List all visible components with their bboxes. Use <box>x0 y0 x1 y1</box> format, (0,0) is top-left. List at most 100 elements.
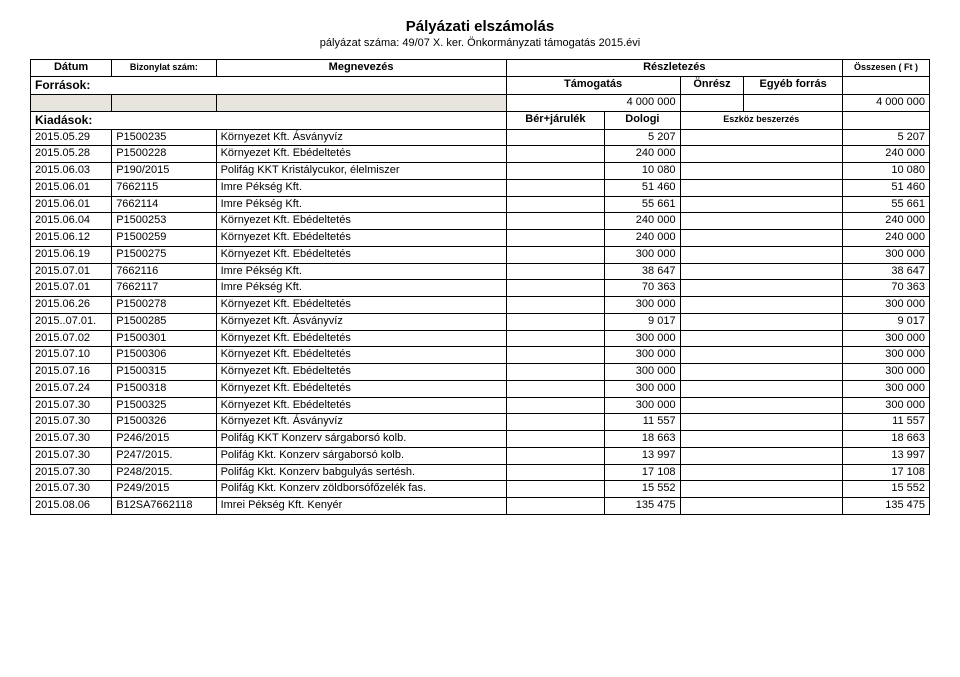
table-row: 2015.06.19P1500275Környezet Kft. Ebédelt… <box>31 246 930 263</box>
cell-desc: Környezet Kft. Ebédeltetés <box>216 364 506 381</box>
table-row: 2015.06.12P1500259Környezet Kft. Ebédelt… <box>31 230 930 247</box>
ledger-table: Dátum Bizonylat szám: Megnevezés Részlet… <box>30 59 930 515</box>
cell-desc: Imre Pékség Kft. <box>216 196 506 213</box>
cell-sum: 300 000 <box>842 347 929 364</box>
cell-ber <box>506 481 605 498</box>
cell-doc: P1500306 <box>112 347 216 364</box>
cell-eszkoz <box>680 380 842 397</box>
cell-doc: P246/2015 <box>112 431 216 448</box>
src-desc <box>216 94 506 111</box>
cell-ber <box>506 246 605 263</box>
cell-dologi: 135 475 <box>605 498 680 515</box>
cell-ber <box>506 263 605 280</box>
cell-dologi: 300 000 <box>605 397 680 414</box>
table-row: 2015.06.017662115Imre Pékség Kft.51 4605… <box>31 179 930 196</box>
cell-doc: P1500253 <box>112 213 216 230</box>
cell-doc: P248/2015. <box>112 464 216 481</box>
cell-sum: 17 108 <box>842 464 929 481</box>
cell-doc: 7662114 <box>112 196 216 213</box>
cell-date: 2015.08.06 <box>31 498 112 515</box>
cell-date: 2015.06.19 <box>31 246 112 263</box>
cell-desc: Környezet Kft. Ebédeltetés <box>216 347 506 364</box>
expenses-label: Kiadások: <box>31 111 507 129</box>
table-row: 2015.07.017662116Imre Pékség Kft.38 6473… <box>31 263 930 280</box>
cell-sum: 240 000 <box>842 230 929 247</box>
cell-desc: Környezet Kft. Ebédeltetés <box>216 330 506 347</box>
cell-desc: Imrei Pékség Kft. Kenyér <box>216 498 506 515</box>
expenses-total-blank <box>842 111 929 129</box>
cell-dologi: 5 207 <box>605 129 680 146</box>
table-row: 2015.07.10P1500306Környezet Kft. Ebédelt… <box>31 347 930 364</box>
cell-eszkoz <box>680 196 842 213</box>
header-row-top: Dátum Bizonylat szám: Megnevezés Részlet… <box>31 60 930 77</box>
cell-ber <box>506 230 605 247</box>
table-row: 2015.06.03P190/2015Polifág KKT Kristályc… <box>31 163 930 180</box>
cell-ber <box>506 347 605 364</box>
page-title: Pályázati elszámolás <box>30 18 930 35</box>
cell-date: 2015.07.02 <box>31 330 112 347</box>
cell-doc: P1500235 <box>112 129 216 146</box>
cell-sum: 70 363 <box>842 280 929 297</box>
table-row: 2015.06.017662114Imre Pékség Kft.55 6615… <box>31 196 930 213</box>
cell-date: 2015.07.10 <box>31 347 112 364</box>
cell-dologi: 240 000 <box>605 213 680 230</box>
cell-sum: 240 000 <box>842 146 929 163</box>
cell-dologi: 300 000 <box>605 364 680 381</box>
table-row: 2015.07.30P1500325Környezet Kft. Ebédelt… <box>31 397 930 414</box>
cell-desc: Polifág KKT Konzerv sárgaborsó kolb. <box>216 431 506 448</box>
cell-ber <box>506 498 605 515</box>
sources-label: Források: <box>31 76 507 94</box>
cell-date: 2015..07.01. <box>31 313 112 330</box>
src-tamogatas: 4 000 000 <box>506 94 680 111</box>
cell-date: 2015.07.30 <box>31 414 112 431</box>
src-doc <box>112 94 216 111</box>
cell-doc: P249/2015 <box>112 481 216 498</box>
cell-desc: Környezet Kft. Ásványvíz <box>216 129 506 146</box>
cell-eszkoz <box>680 297 842 314</box>
cell-desc: Környezet Kft. Ebédeltetés <box>216 246 506 263</box>
cell-dologi: 11 557 <box>605 414 680 431</box>
cell-desc: Környezet Kft. Ásványvíz <box>216 313 506 330</box>
hdr-tamogatas: Támogatás <box>506 76 680 94</box>
cell-eszkoz <box>680 447 842 464</box>
sources-total-blank <box>842 76 929 94</box>
hdr-date: Dátum <box>31 60 112 77</box>
cell-sum: 300 000 <box>842 397 929 414</box>
cell-doc: 7662116 <box>112 263 216 280</box>
cell-dologi: 51 460 <box>605 179 680 196</box>
table-row: 2015.07.30P1500326Környezet Kft. Ásványv… <box>31 414 930 431</box>
cell-desc: Polifág Kkt. Konzerv zöldborsófőzelék fa… <box>216 481 506 498</box>
cell-sum: 13 997 <box>842 447 929 464</box>
cell-ber <box>506 146 605 163</box>
cell-eszkoz <box>680 397 842 414</box>
cell-date: 2015.06.01 <box>31 179 112 196</box>
cell-eszkoz <box>680 146 842 163</box>
src-date <box>31 94 112 111</box>
hdr-desc: Megnevezés <box>216 60 506 77</box>
cell-ber <box>506 414 605 431</box>
cell-doc: P190/2015 <box>112 163 216 180</box>
cell-ber <box>506 179 605 196</box>
hdr-eszkoz: Eszköz beszerzés <box>680 111 842 129</box>
cell-dologi: 55 661 <box>605 196 680 213</box>
cell-ber <box>506 213 605 230</box>
cell-eszkoz <box>680 179 842 196</box>
hdr-doc: Bizonylat szám: <box>112 60 216 77</box>
cell-sum: 55 661 <box>842 196 929 213</box>
cell-sum: 38 647 <box>842 263 929 280</box>
cell-desc: Polifág KKT Kristálycukor, élelmiszer <box>216 163 506 180</box>
cell-desc: Környezet Kft. Ebédeltetés <box>216 297 506 314</box>
cell-sum: 300 000 <box>842 246 929 263</box>
cell-desc: Imre Pékség Kft. <box>216 280 506 297</box>
cell-date: 2015.05.28 <box>31 146 112 163</box>
cell-desc: Környezet Kft. Ebédeltetés <box>216 397 506 414</box>
cell-eszkoz <box>680 414 842 431</box>
cell-eszkoz <box>680 364 842 381</box>
cell-date: 2015.07.01 <box>31 280 112 297</box>
table-row: 2015.08.06B12SA7662118Imrei Pékség Kft. … <box>31 498 930 515</box>
cell-sum: 15 552 <box>842 481 929 498</box>
cell-eszkoz <box>680 330 842 347</box>
cell-dologi: 13 997 <box>605 447 680 464</box>
cell-ber <box>506 280 605 297</box>
cell-dologi: 18 663 <box>605 431 680 448</box>
